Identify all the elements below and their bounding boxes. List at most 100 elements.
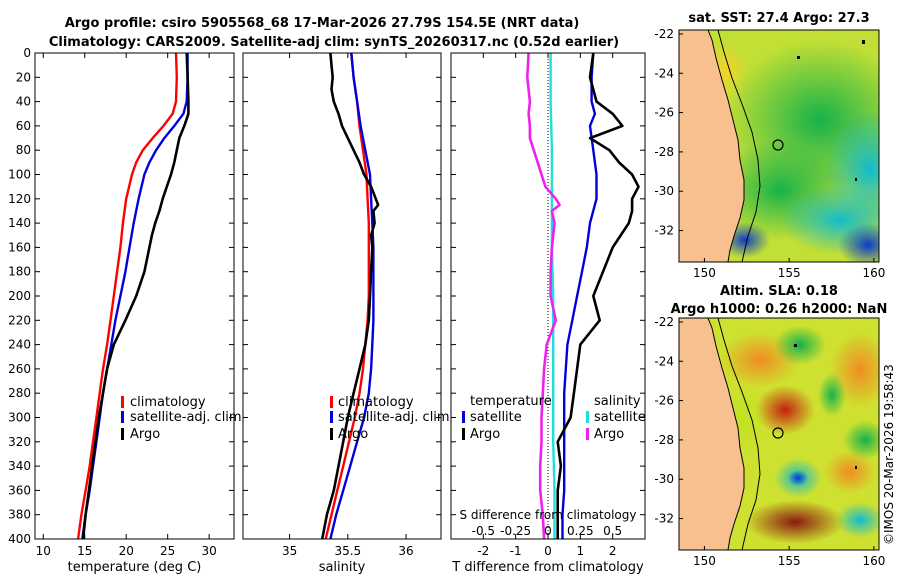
map-x-tick-label: 155	[778, 266, 801, 280]
sla-positive-anomaly	[824, 450, 876, 494]
sst-argo-marker	[772, 139, 784, 151]
sla-negative-anomaly	[843, 420, 879, 460]
y-tick-label: 80	[16, 143, 31, 157]
sla-negative-anomaly	[836, 502, 879, 538]
salinity-panel: 35 35.5 36 salinity	[242, 52, 442, 575]
x-tick-label: 35.5	[334, 544, 361, 558]
difference-panel: -2 -1 0 1 2 T difference from climatology	[450, 52, 646, 575]
sla-island	[855, 466, 857, 469]
x-tick-label: 25	[160, 544, 175, 558]
y-tick-label: 400	[8, 532, 31, 546]
y-tick-label: 20	[16, 70, 31, 84]
map-x-tick-label: 150	[693, 554, 716, 568]
series-line-argo	[556, 52, 640, 539]
s-difference-ticks: -0.5 -0.25 0 0.25 0.5	[472, 524, 623, 538]
y-tick-label: 100	[8, 168, 31, 182]
y-tick-label: 220	[8, 313, 31, 327]
y-tick-label: 380	[8, 508, 31, 522]
map-y-tick-label: -32	[654, 224, 674, 238]
legend-label-argo: Argo	[130, 427, 160, 442]
y-tick-label: 240	[8, 338, 31, 352]
y-tick-label: 320	[8, 435, 31, 449]
map-y-tick-label: -30	[654, 472, 674, 486]
x-axis-label: temperature (deg C)	[68, 560, 202, 575]
sla-negative-core	[788, 470, 808, 486]
sla-negative-anomaly	[774, 325, 826, 365]
legend-label-satellite: satellite-adj. clim	[130, 410, 242, 425]
series-line-climatology	[324, 52, 370, 540]
legend-swatch-s-satellite	[586, 411, 589, 423]
y-tick-label: 200	[8, 289, 31, 303]
map-x-tick-label: 160	[862, 266, 885, 280]
series-line-argo	[81, 52, 190, 540]
y-tick-label: 40	[16, 95, 31, 109]
legend-label-climatology: climatology	[130, 395, 206, 410]
y-tick-label: 60	[16, 119, 31, 133]
y-tick-label: 180	[8, 265, 31, 279]
legend-swatch-satellite	[121, 411, 124, 423]
legend-swatch-s-argo	[586, 428, 589, 440]
map-y-tick-label: -32	[654, 512, 674, 526]
legend-swatch-argo	[330, 428, 333, 440]
sla-island	[794, 344, 797, 347]
legend-swatch-t-argo	[462, 428, 465, 440]
map-y-tick-label: -22	[654, 27, 674, 41]
chart-title-line2: Climatology: CARS2009. Satellite-adj cli…	[49, 35, 619, 50]
legend-label-t-argo: Argo	[470, 427, 500, 442]
sla-argo-marker	[772, 427, 784, 439]
y-tick-label: 340	[8, 459, 31, 473]
series-line-climatology	[76, 52, 179, 540]
sst-cold-patch	[838, 223, 879, 262]
legend-title-temperature: temperature	[470, 394, 552, 409]
sst-island	[855, 178, 857, 181]
sla-landmass	[679, 318, 745, 550]
map-y-tick-label: -24	[654, 66, 674, 80]
legend-swatch-climatology	[121, 396, 124, 408]
x-tick-label: 36	[398, 544, 413, 558]
sla-negative-anomaly	[818, 373, 846, 417]
chart-title-line1: Argo profile: csiro 5905568_68 17-Mar-20…	[65, 16, 580, 31]
sst-map	[679, 30, 879, 262]
axes-frame	[34, 52, 235, 540]
map-y-tick-label: -22	[654, 315, 674, 329]
x-tick-label: 1	[577, 544, 585, 558]
map-y-tick-label: -28	[654, 145, 674, 159]
map-x-tick-label: 155	[778, 554, 801, 568]
sla-positive-anomaly	[755, 385, 815, 435]
series-line-satellite	[549, 53, 556, 539]
x-axis-label: T difference from climatology	[451, 560, 644, 575]
map-y-tick-label: -24	[654, 354, 674, 368]
s-tick-label: 0.5	[603, 524, 622, 538]
x-tick-label: 10	[36, 544, 51, 558]
temperature-panel: 0 20 40 60 80 100 120 140 160 180 200 220 240 260 280 3…	[8, 46, 235, 575]
legend-label-s-argo: Argo	[594, 427, 624, 442]
sla-shelf-contour	[717, 318, 761, 550]
axes-frame	[242, 52, 442, 540]
legend-label-s-satellite: satellite	[594, 410, 646, 425]
x-tick-label: 2	[609, 544, 617, 558]
sst-map-title: sat. SST: 27.4 Argo: 27.3	[688, 11, 869, 26]
map-x-tick-label: 160	[862, 554, 885, 568]
s-tick-label: 0.25	[567, 524, 594, 538]
sla-map-subtitle: Argo h1000: 0.26 h2000: NaN	[671, 302, 888, 317]
series-line-satellite-adj-clim	[329, 52, 375, 540]
timestamp: ©IMOS 20-Mar-2026 19:58:43	[882, 364, 896, 545]
legend-swatch-climatology	[330, 396, 333, 408]
map-x-tick-label: 150	[693, 266, 716, 280]
sla-map-ticks: -22 -24 -26 -28 -30 -32 150 155 160	[654, 315, 885, 568]
s-tick-label: -0.5	[472, 524, 495, 538]
legend-label-satellite: satellite-adj. clim	[338, 410, 450, 425]
y-tick-label: 260	[8, 362, 31, 376]
axes-frame	[450, 52, 646, 540]
sst-shelf-contour	[717, 30, 761, 262]
temperature-legend: climatology satellite-adj. clim Argo	[121, 395, 242, 442]
map-y-tick-label: -30	[654, 184, 674, 198]
legend-title-salinity: salinity	[594, 394, 641, 409]
series-line-argo	[320, 52, 380, 540]
sst-landmass	[679, 30, 745, 262]
difference-legend: temperature satellite Argo salinity sate…	[462, 394, 646, 442]
sla-map	[679, 318, 879, 550]
map-y-tick-label: -28	[654, 433, 674, 447]
x-tick-label: 30	[201, 544, 216, 558]
